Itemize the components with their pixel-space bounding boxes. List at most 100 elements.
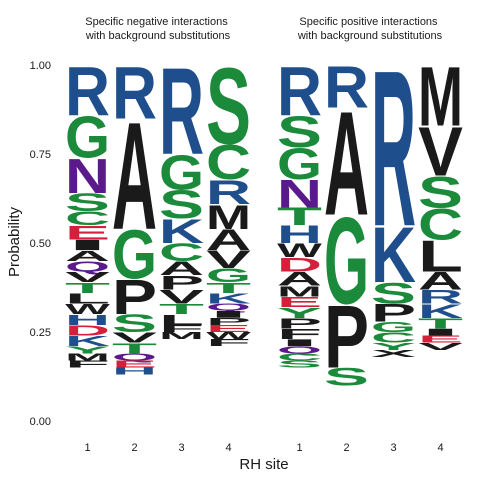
logo-letter-s: S	[324, 363, 369, 391]
logo-letter-g: G	[324, 193, 369, 330]
logo-letter-e: E	[418, 334, 463, 345]
logo-letter-f: F	[65, 359, 110, 370]
logo-letter-l: L	[159, 312, 204, 328]
logo-letter-w: W	[277, 239, 323, 261]
y-tick-label: 0.75	[30, 149, 51, 161]
y-axis-title: Probability	[6, 206, 23, 277]
logo-letter-l: L	[65, 290, 110, 306]
y-tick-label: 1.00	[30, 60, 51, 72]
x-axis-ticks: 1 2 3 4 1 2 3 4	[84, 442, 443, 454]
logo-letter-n: N	[65, 148, 110, 203]
logo-letter-g: G	[65, 105, 110, 171]
logo-letter-g: G	[159, 145, 204, 200]
y-tick-label: 0.50	[30, 238, 51, 250]
logo-letter-c: C	[159, 239, 204, 267]
logo-letter-a: A	[277, 268, 322, 290]
logo-letter-m: M	[277, 283, 322, 299]
logo-letter-s: S	[112, 310, 157, 338]
logo-letter-s: S	[277, 107, 322, 157]
logo-letter-d: D	[277, 254, 322, 276]
logo-letter-g: G	[206, 265, 251, 287]
logo-letter-y: Y	[371, 341, 416, 352]
logo-letter-t: T	[112, 340, 157, 356]
logo-letter-t: T	[418, 315, 463, 331]
logo-letter-v: V	[65, 269, 111, 285]
x-tick-label: 1	[296, 442, 302, 454]
logo-letter-t: T	[277, 203, 322, 231]
logo-letter-r: R	[159, 42, 204, 181]
panel-title-negative-line-1: Specific negative interactions	[85, 16, 228, 28]
logo-letter-r: R	[371, 24, 416, 273]
logo-letter-h: H	[112, 366, 157, 377]
logo-letter-c: C	[206, 134, 251, 189]
panel-title-positive: Specific positive interactions with back…	[297, 16, 443, 42]
x-tick-label: 3	[178, 442, 184, 454]
logo-letter-c: C	[371, 329, 416, 346]
logo-letter-c: C	[65, 207, 110, 229]
panel-title-negative-line-2: with background substitutions	[85, 30, 231, 42]
logo-letter-k: K	[371, 212, 416, 300]
logo-letter-a: A	[112, 90, 157, 262]
x-axis-title: RH site	[239, 456, 288, 473]
logo-letter-m: M	[65, 352, 110, 363]
logo-letter-v: V	[418, 113, 463, 190]
logo-letter-c: C	[418, 200, 463, 249]
logo-letter-d: D	[65, 322, 110, 339]
logo-letter-k: K	[418, 300, 463, 322]
logo-letter-e: E	[206, 323, 251, 334]
panel-titles: Specific negative interactions with back…	[85, 16, 443, 42]
logo-letter-p: P	[159, 271, 204, 293]
logo-letter-a: A	[159, 257, 204, 279]
logo-letter-r: R	[65, 52, 110, 130]
logo-letter-q: Q	[112, 351, 157, 362]
logo-panels: RGNSCEIAQVTLWHDKYMFRAGPSVTQEHRGSKCAPVTLF…	[65, 24, 463, 391]
logo-letter-r: R	[277, 52, 322, 130]
logo-letter-r: R	[206, 172, 251, 211]
logo-letter-k: K	[65, 333, 110, 350]
logo-letter-p: P	[277, 315, 322, 331]
logo-letter-i: I	[206, 309, 251, 320]
logo-letter-g: G	[371, 319, 416, 336]
logo-letter-m: M	[418, 49, 463, 143]
logo-panel-positive: RSGNTHWDAMEYPFIQCSRAGPSRKSPGCYXMVSCLARKT…	[277, 24, 463, 391]
logo-letter-f: F	[206, 337, 251, 348]
panel-title-positive-line-1: Specific positive interactions	[299, 16, 438, 28]
logo-letter-v: V	[112, 330, 158, 346]
logo-letter-p: P	[112, 269, 157, 325]
logo-letter-g: G	[112, 216, 157, 294]
logo-letter-s: S	[371, 277, 416, 310]
logo-letter-s: S	[159, 182, 204, 226]
logo-letter-q: Q	[206, 302, 251, 313]
x-tick-label: 2	[131, 442, 137, 454]
y-axis: 0.00 0.25 0.50 0.75 1.00	[30, 60, 51, 428]
logo-letter-y: Y	[65, 345, 110, 356]
logo-letter-l: L	[418, 231, 463, 281]
logo-letter-t: T	[159, 301, 204, 317]
logo-letter-v: V	[206, 245, 251, 273]
logo-letter-p: P	[324, 288, 369, 387]
panel-title-negative: Specific negative interactions with back…	[85, 16, 231, 42]
logo-letter-c: C	[277, 352, 322, 363]
logo-letter-e: E	[65, 222, 110, 244]
logo-letter-v: V	[418, 341, 463, 352]
logo-letter-x: X	[371, 348, 416, 359]
logo-letter-p: P	[206, 316, 251, 327]
logo-letter-e: E	[112, 359, 157, 370]
x-tick-label: 2	[343, 442, 349, 454]
logo-letter-r: R	[324, 54, 369, 120]
logo-letter-t: T	[65, 280, 110, 296]
logo-letter-a: A	[206, 224, 251, 257]
logo-letter-i: I	[277, 337, 322, 348]
panel-title-positive-line-2: with background substitutions	[297, 30, 443, 42]
logo-letter-g: G	[277, 138, 322, 188]
logo-letter-r: R	[112, 51, 157, 134]
logo-letter-q: Q	[65, 258, 110, 275]
logo-letter-f: F	[277, 326, 322, 342]
logo-letter-y: Y	[277, 305, 322, 321]
logo-letter-i: I	[65, 237, 110, 254]
logo-letter-a: A	[324, 82, 369, 248]
logo-letter-v: V	[159, 286, 204, 308]
y-tick-label: 0.25	[30, 327, 51, 339]
logo-panel-negative: RGNSCEIAQVTLWHDKYMFRAGPSVTQEHRGSKCAPVTLF…	[65, 42, 252, 377]
logo-letter-s: S	[206, 46, 251, 167]
